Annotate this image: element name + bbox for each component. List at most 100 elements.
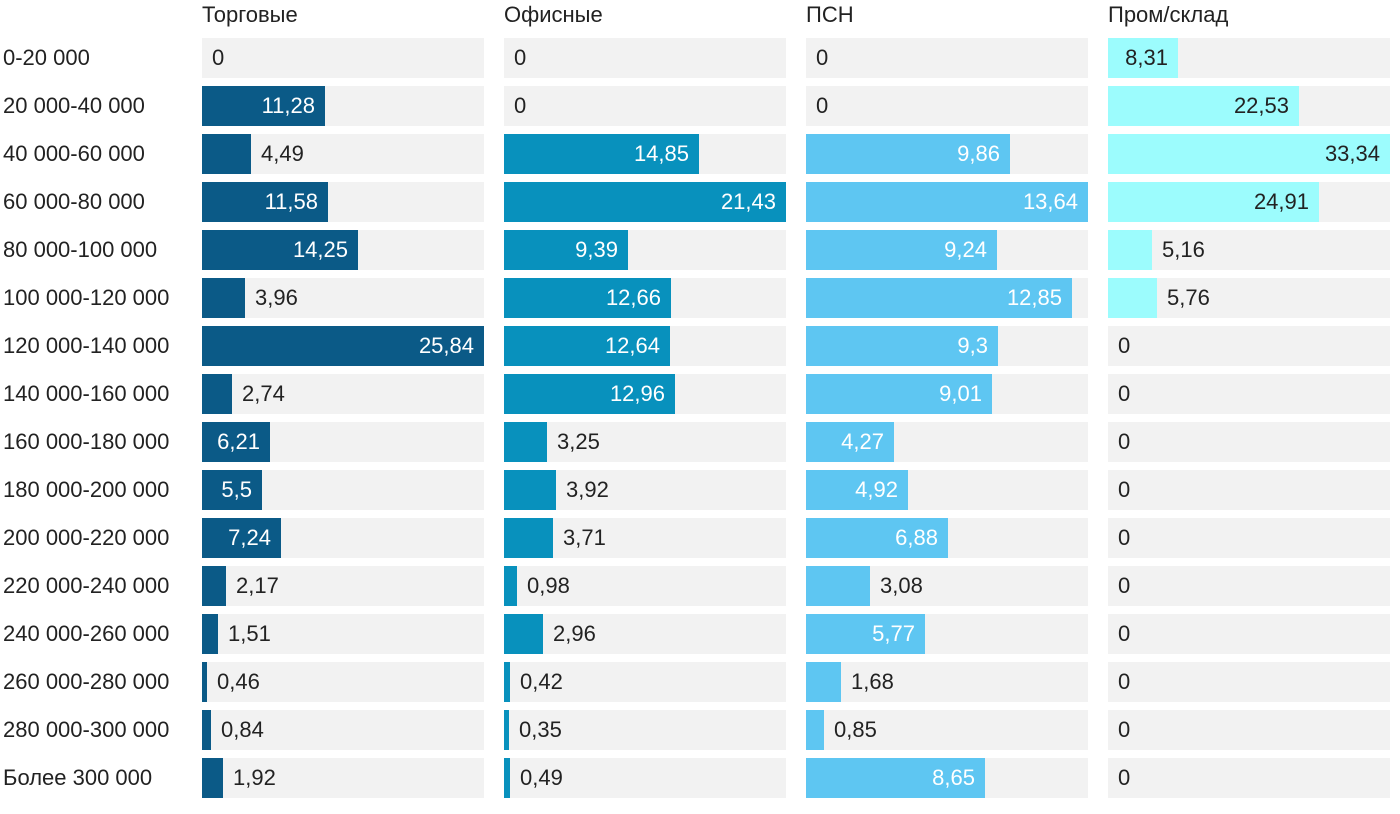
bar-track: 0 [806,38,1088,78]
bar [202,614,218,654]
bar [1108,230,1152,270]
panel-title: Офисные [504,2,603,27]
bar [504,758,510,798]
bar [806,422,894,462]
bar-track: 11,58 [202,182,484,222]
bar [806,182,1088,222]
data-label: 0 [212,45,225,70]
bar [202,374,232,414]
bar [504,710,509,750]
bar [202,518,281,558]
bar [202,134,251,174]
bar-track: 13,64 [806,182,1088,222]
data-label: 11,58 [264,189,318,214]
row-label: 120 000-140 000 [3,333,170,358]
bar-track: 9,01 [806,374,1088,414]
bar [202,662,207,702]
bar [806,662,841,702]
bar-track: 0,98 [504,566,786,606]
data-label: 0,98 [527,573,570,598]
bar [1108,86,1299,126]
bar-track: 9,24 [806,230,1088,270]
bar [1108,38,1178,78]
data-label: 5,77 [872,621,915,646]
data-label: 9,24 [944,237,987,262]
bar [504,374,675,414]
bar [202,470,262,510]
data-label: 11,28 [261,93,315,118]
data-label: 9,3 [957,333,988,358]
bar-track: 12,85 [806,278,1088,318]
data-label: 0,35 [519,717,562,742]
data-label: 8,65 [932,765,975,790]
row-label: 40 000-60 000 [3,141,145,166]
bar-track: 11,28 [202,86,484,126]
bar-track: 9,3 [806,326,1088,366]
data-label: 0 [514,93,527,118]
bar-track: 7,24 [202,518,484,558]
bar-track: 0,46 [202,662,484,702]
bar-track: 2,17 [202,566,484,606]
bar-track: 0 [1108,326,1390,366]
bar-track: 0,85 [806,710,1088,750]
bar-track: 0 [202,38,484,78]
bar [504,614,543,654]
row-label: 200 000-220 000 [3,525,170,550]
data-label: 0,46 [217,669,260,694]
data-label: 0 [816,93,829,118]
bar-track: 25,84 [202,326,484,366]
bar-track: 0,49 [504,758,786,798]
bar-track: 2,96 [504,614,786,654]
data-label: 0 [1118,621,1131,646]
bar [806,566,870,606]
bar-track: 1,68 [806,662,1088,702]
data-label: 9,01 [939,381,982,406]
data-label: 1,68 [851,669,894,694]
row-label: 260 000-280 000 [3,669,170,694]
data-label: 25,84 [418,333,474,358]
data-label: 4,27 [841,429,884,454]
bar [504,230,628,270]
bar-track: 3,96 [202,278,484,318]
data-label: 1,51 [228,621,271,646]
panel-title: Пром/склад [1108,2,1229,27]
bar-track: 0 [1108,710,1390,750]
data-label: 5,5 [221,477,252,502]
data-label: 14,85 [633,141,689,166]
data-label: 4,92 [855,477,898,502]
data-label: 33,34 [1324,141,1380,166]
bar-track: 14,85 [504,134,786,174]
row-label: 0-20 000 [3,45,90,70]
bar [202,278,245,318]
bar [202,758,223,798]
bar-track: 0,42 [504,662,786,702]
row-label: 280 000-300 000 [3,717,170,742]
data-label: 13,64 [1022,189,1078,214]
bar [202,422,270,462]
data-label: 12,85 [1006,285,1062,310]
row-label: 20 000-40 000 [3,93,145,118]
bar-track: 12,64 [504,326,786,366]
data-label: 0 [1118,381,1131,406]
data-label: 0 [1118,717,1131,742]
data-label: 24,91 [1253,189,1309,214]
data-label: 3,08 [880,573,923,598]
data-label: 5,76 [1167,285,1210,310]
bar [504,134,699,174]
data-label: 7,24 [228,525,271,550]
bar-track: 0 [504,86,786,126]
bar-track: 0 [1108,662,1390,702]
data-label: 0 [1118,573,1131,598]
bar-track: 2,74 [202,374,484,414]
bar [806,278,1072,318]
data-label: 6,88 [895,525,938,550]
bar-track: 24,91 [1108,182,1390,222]
bar-track: 4,92 [806,470,1088,510]
bar-track: 12,66 [504,278,786,318]
bar [1108,134,1390,174]
bar-track: 3,25 [504,422,786,462]
bar [806,230,997,270]
row-label: 220 000-240 000 [3,573,170,598]
bar-track: 5,16 [1108,230,1390,270]
